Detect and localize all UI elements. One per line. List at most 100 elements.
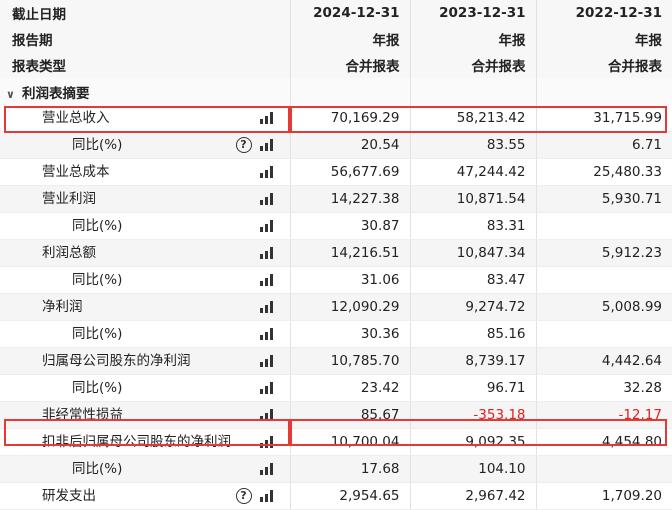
value-cell: 1,709.20: [535, 482, 672, 510]
value-cell: 30.87: [289, 212, 410, 240]
value-cell: 4,454.80: [535, 428, 672, 456]
value-cell: 30.36: [289, 320, 410, 348]
table-row: 同比(%) 30.36 85.16: [0, 320, 672, 348]
value-cell: 85.67: [289, 401, 410, 429]
value-cell: 83.47: [409, 266, 536, 294]
bar-chart-icon[interactable]: [259, 166, 274, 178]
row-label-cell: 同比(%)?: [0, 131, 290, 159]
table-row: 同比(%)? 20.54 83.55 6.71: [0, 131, 672, 159]
row-label-cell: 营业利润: [0, 185, 290, 213]
value-cell: 14,227.38: [289, 185, 410, 213]
bar-chart-icon[interactable]: [259, 409, 274, 421]
row-label-cell: 净利润: [0, 293, 290, 321]
value-cell: -12.17: [535, 401, 672, 429]
value-cell: [535, 320, 672, 348]
header-row: 报表类型 合并报表 合并报表 合并报表: [0, 52, 672, 78]
value-cell: [535, 212, 672, 240]
bar-chart-icon[interactable]: [259, 382, 274, 394]
header-row: 截止日期 2024-12-31 2023-12-31 2022-12-31: [0, 0, 672, 26]
value-cell: 70,169.29: [289, 105, 410, 132]
row-label-cell: 归属母公司股东的净利润: [0, 347, 290, 375]
value-cell: 5,008.99: [535, 293, 672, 321]
bar-chart-icon[interactable]: [259, 193, 274, 205]
bar-chart-icon[interactable]: [259, 490, 274, 502]
question-circle-icon[interactable]: ?: [235, 137, 252, 153]
bar-chart-icon[interactable]: [259, 274, 274, 286]
value-cell: 47,244.42: [409, 158, 536, 186]
section-empty-cell: [289, 78, 410, 105]
table-row: 净利润 12,090.29 9,274.72 5,008.99: [0, 293, 672, 321]
value-cell: 2,954.65: [289, 482, 410, 510]
header-cell: 年报: [409, 26, 536, 52]
table-row: 营业总成本 56,677.69 47,244.42 25,480.33: [0, 158, 672, 186]
value-cell: 83.55: [409, 131, 536, 159]
row-label: 营业总成本: [42, 164, 110, 180]
value-cell: 96.71: [409, 374, 536, 402]
header-label: 报告期: [0, 26, 290, 52]
section-empty-cell: [409, 78, 536, 105]
value-cell: -353.18: [409, 401, 536, 429]
row-label: 扣非后归属母公司股东的净利润: [42, 434, 231, 450]
value-cell: 25,480.33: [535, 158, 672, 186]
value-cell: 9,274.72: [409, 293, 536, 321]
value-cell: [535, 455, 672, 483]
row-label-cell: 同比(%): [0, 320, 290, 348]
bar-chart-icon[interactable]: [259, 355, 274, 367]
value-cell: 31.06: [289, 266, 410, 294]
header-cell: 年报: [535, 26, 672, 52]
value-cell: 14,216.51: [289, 239, 410, 267]
value-cell: 32.28: [535, 374, 672, 402]
value-cell: 58,213.42: [409, 105, 536, 132]
row-label: 同比(%): [72, 461, 123, 477]
section-header[interactable]: ∨ 利润表摘要: [0, 78, 290, 105]
bar-chart-icon[interactable]: [259, 301, 274, 313]
chevron-down-icon[interactable]: ∨: [6, 87, 15, 101]
row-label-cell: 营业总成本: [0, 158, 290, 186]
bar-chart-icon[interactable]: [259, 112, 274, 124]
header-label: 截止日期: [0, 0, 290, 26]
value-cell: 17.68: [289, 455, 410, 483]
bar-chart-icon[interactable]: [259, 220, 274, 232]
value-cell: 20.54: [289, 131, 410, 159]
header-cell: 合并报表: [289, 52, 410, 78]
row-label: 营业利润: [42, 191, 96, 207]
value-cell: 5,930.71: [535, 185, 672, 213]
value-cell: [535, 266, 672, 294]
section-row[interactable]: ∨ 利润表摘要: [0, 78, 672, 105]
bar-chart-icon[interactable]: [259, 328, 274, 340]
section-empty-cell: [535, 78, 672, 105]
value-cell: 85.16: [409, 320, 536, 348]
row-label: 同比(%): [72, 272, 123, 288]
row-label-cell: 同比(%): [0, 212, 290, 240]
table-row: 营业总收入 70,169.29 58,213.42 31,715.99: [0, 105, 672, 132]
bar-chart-icon[interactable]: [259, 436, 274, 448]
row-label: 同比(%): [72, 326, 123, 342]
header-cell: 年报: [289, 26, 410, 52]
row-label: 归属母公司股东的净利润: [42, 353, 191, 369]
bar-chart-icon[interactable]: [259, 139, 274, 151]
row-label-cell: 扣非后归属母公司股东的净利润: [0, 428, 290, 456]
question-circle-icon[interactable]: ?: [235, 488, 252, 504]
table-row: 同比(%) 30.87 83.31: [0, 212, 672, 240]
row-label: 非经常性损益: [42, 407, 123, 423]
bar-chart-icon[interactable]: [259, 463, 274, 475]
header-cell: 合并报表: [409, 52, 536, 78]
header-row: 报告期 年报 年报 年报: [0, 26, 672, 52]
table-row: 同比(%) 23.42 96.71 32.28: [0, 374, 672, 402]
row-label: 同比(%): [72, 218, 123, 234]
header-cell: 2024-12-31: [289, 0, 410, 26]
row-label-cell: 同比(%): [0, 374, 290, 402]
value-cell: 9,092.35: [409, 428, 536, 456]
row-label-cell: 研发支出?: [0, 482, 290, 510]
row-label: 研发支出: [42, 488, 96, 504]
section-title: 利润表摘要: [22, 85, 90, 102]
bar-chart-icon[interactable]: [259, 247, 274, 259]
value-cell: 2,967.42: [409, 482, 536, 510]
header-cell: 2022-12-31: [535, 0, 672, 26]
header-cell: 合并报表: [535, 52, 672, 78]
value-cell: 4,442.64: [535, 347, 672, 375]
value-cell: 10,847.34: [409, 239, 536, 267]
row-label-cell: 营业总收入: [0, 105, 290, 132]
table-row: 同比(%) 31.06 83.47: [0, 266, 672, 294]
